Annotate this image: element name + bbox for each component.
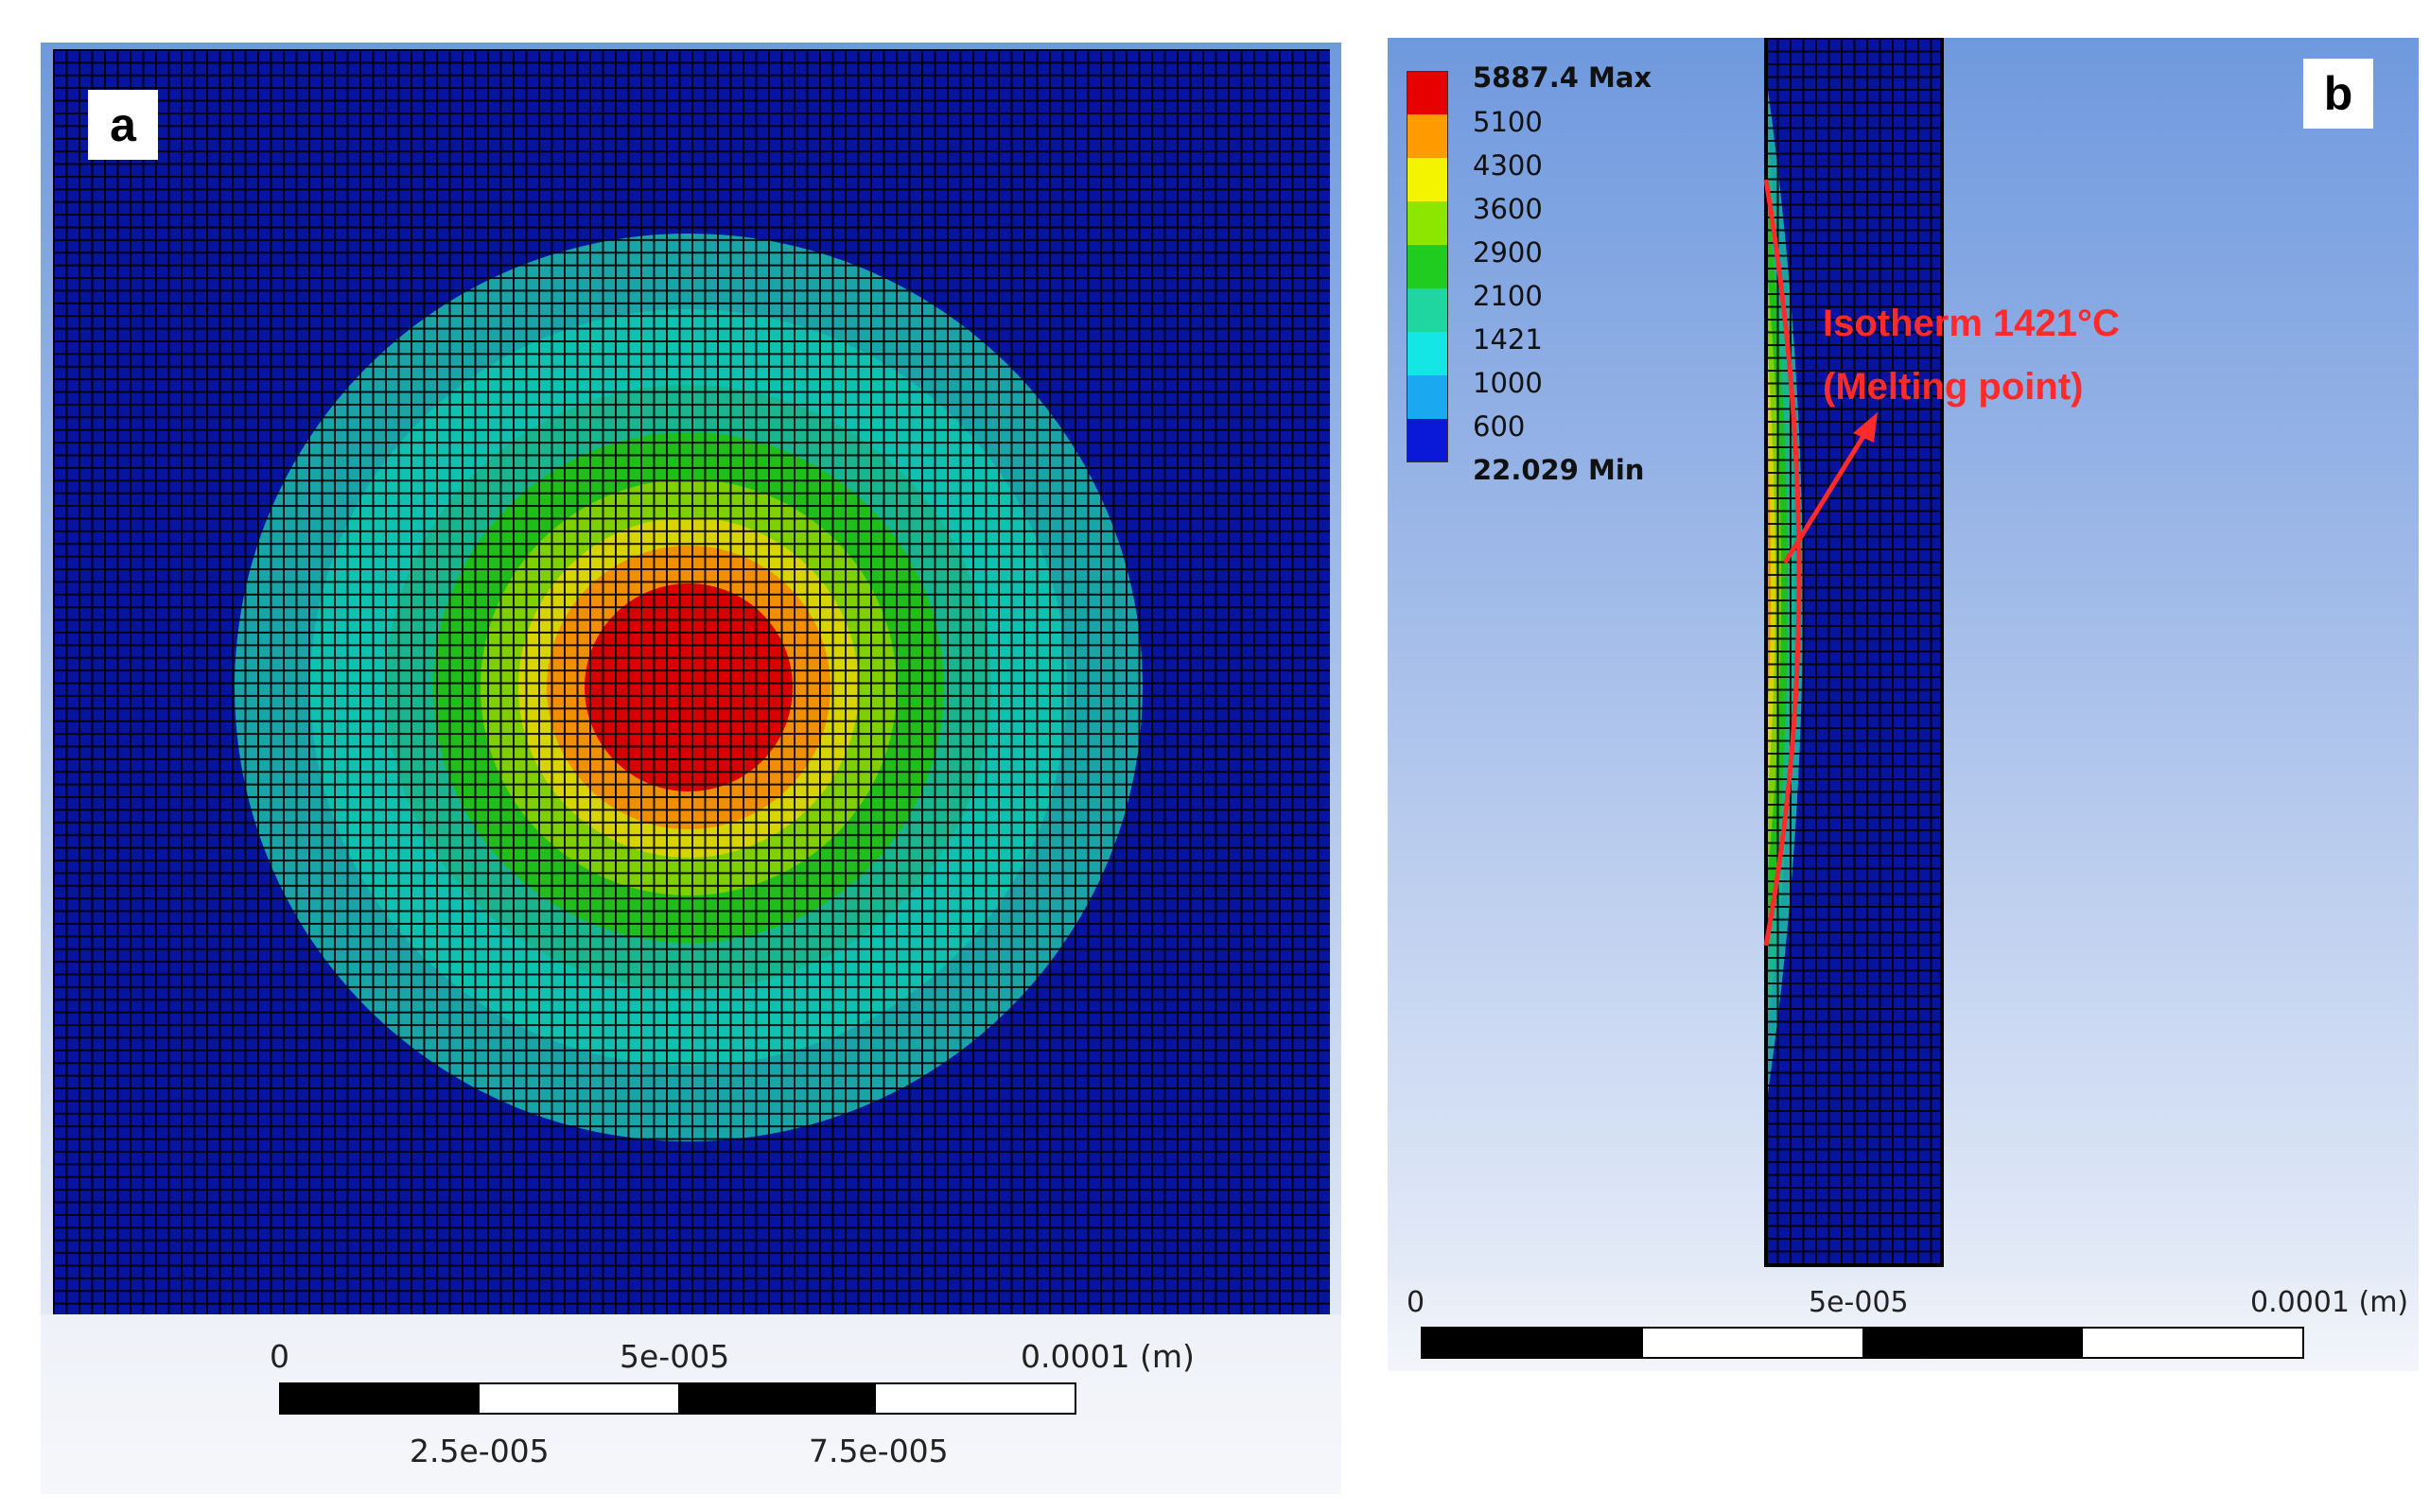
legend-label-600: 600 (1473, 410, 1526, 443)
scale-bar-b-graphic (1421, 1327, 2304, 1359)
scale-b-label-0.0001: 0.0001 (m) (2250, 1286, 2409, 1319)
legend-label-2100: 2100 (1473, 280, 1543, 312)
strip-mesh-grid (1764, 38, 1944, 1267)
mesh-grid (53, 49, 1330, 1314)
legend-label-4300: 4300 (1473, 149, 1543, 182)
panel-b: b 5887.4 Max 5100 4300 3600 2900 2100 14… (1388, 38, 2419, 1371)
scale-bar-a-graphic (279, 1382, 1076, 1415)
panel-label-b: b (2303, 59, 2373, 129)
scale-label-0: 0 (270, 1338, 289, 1375)
annotation-arrow-line (1782, 424, 1873, 565)
legend-label-max: 5887.4 Max (1473, 61, 1652, 94)
legend-label-5100: 5100 (1473, 106, 1543, 138)
scale-label-2.5e-005: 2.5e-005 (410, 1433, 550, 1469)
scale-b-label-0: 0 (1407, 1286, 1425, 1319)
scale-label-0.0001: 0.0001 (m) (1021, 1338, 1195, 1375)
legend-swatch-5100 (1407, 114, 1448, 158)
legend-frame (1407, 71, 1448, 462)
annotation-isotherm: Isotherm 1421°C (1823, 303, 2120, 344)
scale-bar-a: 0 5e-005 0.0001 (m) 2.5e-005 7.5e-005 (41, 1314, 1341, 1494)
isotherm-curve (1763, 179, 1802, 947)
panel-label-a: a (88, 90, 158, 160)
legend-label-1421: 1421 (1473, 323, 1543, 356)
annotation-arrow-head (1853, 412, 1878, 443)
legend-label-min: 22.029 Min (1473, 454, 1645, 486)
scale-label-5e-005: 5e-005 (620, 1338, 730, 1375)
isotherm-overlay (1763, 179, 1878, 947)
strip-bottom-edge (1764, 1263, 1944, 1267)
scale-b-label-5e-005: 5e-005 (1809, 1286, 1909, 1319)
legend-swatch-3600 (1407, 201, 1448, 245)
legend-swatch-1000 (1407, 375, 1448, 419)
annotation-melting-point: (Melting point) (1823, 366, 2084, 408)
legend-swatch-4300 (1407, 158, 1448, 201)
scale-label-7.5e-005: 7.5e-005 (809, 1433, 949, 1469)
scale-bar-b: 0 5e-005 0.0001 (m) (1388, 1277, 2419, 1371)
strip-left-edge (1764, 38, 1768, 1267)
legend-label-1000: 1000 (1473, 367, 1543, 399)
specimen-strip-side-view (1764, 38, 1944, 1267)
strip-right-edge (1940, 38, 1944, 1267)
legend-label-3600: 3600 (1473, 193, 1543, 225)
panel-a: a 0 5e-005 0.0001 (m) 2.5e-005 7.5e-005 (41, 43, 1341, 1494)
legend-swatch-600 (1407, 419, 1448, 462)
temperature-contour-plot-top-view (53, 49, 1330, 1314)
legend-swatch-1421 (1407, 332, 1448, 375)
legend-swatch-2900 (1407, 245, 1448, 288)
legend-swatch-max (1407, 71, 1448, 114)
legend-swatch-2100 (1407, 288, 1448, 332)
legend-label-2900: 2900 (1473, 236, 1543, 269)
